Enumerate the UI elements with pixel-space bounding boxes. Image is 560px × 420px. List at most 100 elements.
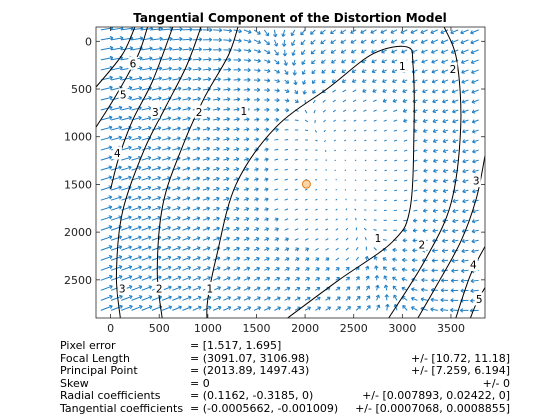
distortion-arrow (274, 107, 280, 113)
distortion-arrow (345, 296, 351, 301)
distortion-arrow (325, 296, 331, 301)
distortion-arrow (172, 176, 181, 181)
distortion-arrow (131, 245, 142, 251)
distortion-arrow (172, 216, 181, 221)
distortion-arrow (172, 146, 181, 151)
distortion-arrow (213, 87, 221, 92)
distortion-arrow (141, 215, 152, 221)
distortion-arrow (202, 236, 211, 241)
distortion-arrow (284, 69, 289, 75)
distortion-arrow (213, 256, 221, 261)
distortion-arrow (403, 139, 408, 142)
distortion-arrow (362, 88, 367, 93)
distortion-arrow (192, 76, 202, 82)
distortion-arrow (420, 39, 428, 44)
distortion-arrow (192, 37, 203, 42)
distortion-arrow (383, 129, 387, 132)
distortion-arrow (243, 296, 251, 301)
distortion-arrow (182, 246, 191, 251)
distortion-arrow (320, 49, 326, 54)
distortion-arrow (223, 97, 231, 102)
distortion-arrow (161, 295, 172, 301)
distortion-arrow (253, 237, 260, 242)
contour-label-bg (117, 281, 127, 295)
distortion-arrow (342, 89, 347, 93)
distortion-arrow (355, 305, 361, 311)
distortion-arrow (371, 69, 377, 74)
distortion-arrow (141, 235, 152, 241)
distortion-arrow (223, 77, 231, 82)
distortion-arrow (442, 158, 449, 164)
distortion-arrow (470, 288, 479, 294)
distortion-arrow (192, 206, 201, 211)
distortion-arrow (411, 306, 418, 311)
distortion-arrow (452, 158, 459, 164)
distortion-arrow (131, 86, 143, 91)
distortion-arrow (423, 138, 428, 143)
distortion-arrow (131, 76, 143, 81)
distortion-arrow (452, 139, 459, 144)
contour-4-right (455, 246, 485, 318)
x-tick-label: 3000 (388, 322, 416, 335)
distortion-arrow (451, 79, 459, 84)
distortion-arrow (202, 116, 211, 122)
distortion-arrow (380, 29, 388, 34)
distortion-arrow (264, 97, 270, 103)
distortion-arrow (243, 256, 250, 261)
distortion-arrow (452, 109, 459, 114)
distortion-arrow (121, 165, 132, 171)
distortion-arrow (461, 99, 469, 104)
distortion-arrow (370, 29, 377, 34)
distortion-arrow (213, 136, 220, 142)
contour-label: 5 (476, 294, 483, 306)
distortion-arrow (460, 29, 469, 35)
distortion-arrow (284, 208, 289, 211)
distortion-arrow (213, 216, 220, 221)
distortion-arrow (253, 49, 262, 54)
distortion-arrow (213, 146, 220, 152)
distortion-arrow (233, 276, 241, 281)
distortion-arrow (264, 247, 270, 252)
distortion-arrow (452, 119, 459, 124)
distortion-arrow (371, 59, 377, 64)
distortion-arrow (343, 129, 347, 132)
distortion-arrow (461, 248, 469, 254)
contour-label-bg (112, 146, 122, 160)
distortion-arrow (274, 88, 280, 93)
distortion-arrow (131, 145, 142, 151)
distortion-arrow (321, 69, 326, 74)
distortion-arrow (381, 59, 387, 64)
distortion-arrow (431, 59, 439, 64)
distortion-arrow (141, 46, 153, 51)
distortion-arrow (370, 39, 377, 44)
distortion-arrow (384, 189, 387, 192)
distortion-arrow (423, 188, 428, 193)
contour-label: 1 (375, 233, 382, 245)
distortion-arrow (151, 86, 162, 91)
distortion-arrow (233, 28, 242, 34)
contour-label-bg (373, 231, 383, 245)
distortion-arrow (243, 246, 250, 251)
distortion-arrow (360, 29, 367, 34)
distortion-arrow (284, 228, 289, 231)
distortion-arrow (302, 79, 307, 85)
distortion-arrow (182, 76, 192, 82)
distortion-arrow (253, 157, 259, 162)
distortion-arrow (100, 35, 114, 41)
distortion-arrow (413, 199, 418, 202)
distortion-arrow (393, 294, 398, 301)
distortion-arrow (243, 39, 252, 44)
contour-label-bg (239, 104, 249, 118)
param-row-radial-coefficients: Radial coefficients = (0.1162, -0.3185, … (60, 390, 510, 403)
distortion-arrow (412, 228, 418, 233)
distortion-arrow (192, 96, 201, 102)
distortion-arrow (462, 139, 469, 144)
distortion-arrow (312, 99, 316, 104)
distortion-arrow (182, 256, 191, 261)
distortion-arrow (393, 109, 398, 112)
distortion-arrow (223, 38, 232, 43)
distortion-arrow (363, 109, 367, 112)
contour-label: 2 (156, 283, 163, 295)
distortion-arrow (282, 49, 288, 57)
distortion-arrow (372, 78, 377, 83)
